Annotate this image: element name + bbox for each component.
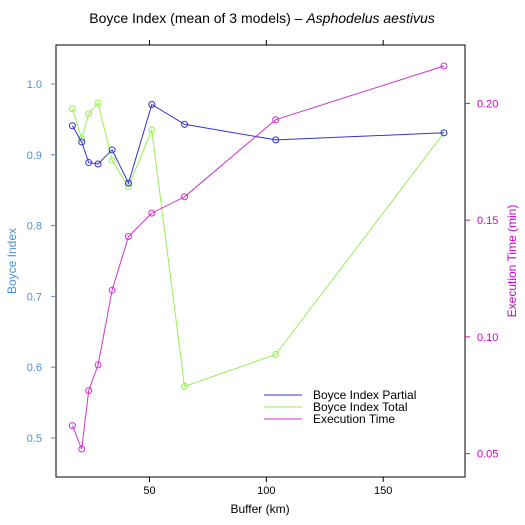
right-tick-label: 0.05 [477,449,498,461]
chart-title-main: Boyce Index (mean of 3 models) – [89,10,306,26]
series-point-0 [78,138,86,146]
series-point-2 [272,116,280,124]
series-point-2 [440,62,448,70]
left-tick-label: 0.8 [27,221,42,233]
left-tick-label: 0.7 [27,291,42,303]
series-point-0 [94,160,102,168]
series-point-0 [181,120,189,128]
x-axis-ticks: 50 100 150 [143,40,392,497]
series-point-0 [108,146,116,154]
series-point-1 [108,156,116,164]
series-point-0 [272,136,280,144]
series-point-0 [68,122,76,130]
plot-area [55,44,466,478]
series-point-2 [148,209,156,217]
left-tick-label: 0.5 [27,433,42,445]
series-point-1 [148,126,156,134]
right-tick-label: 0.20 [477,98,498,110]
legend-label: Execution Time [313,412,395,426]
left-tick-label: 1.0 [27,79,42,91]
series-point-2 [85,387,93,395]
series-group [68,62,448,453]
series-line-0 [71,103,445,185]
x-tick-label: 150 [374,485,392,497]
series-point-1 [272,350,280,358]
left-axis-label: Boyce Index [5,228,19,294]
legend-label: Boyce Index Partial [313,388,416,402]
right-axis-label: Execution Time (min) [505,205,519,318]
x-tick-label: 50 [143,485,155,497]
right-tick-label: 0.15 [477,215,498,227]
series-point-1 [94,99,102,107]
x-tick-label: 100 [257,485,275,497]
right-axis-ticks: 0.05 0.10 0.15 0.20 [465,98,498,461]
chart-title: Boyce Index (mean of 3 models) – Asphode… [89,10,435,26]
series-point-1 [85,110,93,118]
left-axis-ticks: 0.5 0.6 0.7 0.8 0.9 1.0 [27,79,56,445]
left-tick-label: 0.6 [27,362,42,374]
series-point-1 [68,105,76,113]
right-tick-label: 0.10 [477,332,498,344]
series-point-0 [148,100,156,108]
series-line-1 [71,102,445,388]
series-line-2 [71,65,445,450]
legend-label: Boyce Index Total [313,400,408,414]
x-axis-label: Buffer (km) [230,502,289,516]
series-point-2 [181,193,189,201]
left-tick-label: 0.9 [27,150,42,162]
series-point-2 [68,422,76,430]
chart-title-species: Asphodelus aestivus [305,10,434,26]
series-point-1 [181,382,189,390]
series-point-0 [440,129,448,137]
series-point-2 [108,286,116,294]
series-point-0 [124,179,132,187]
series-point-2 [94,361,102,369]
series-point-0 [85,159,93,167]
series-point-2 [78,445,86,453]
series-point-2 [124,232,132,240]
